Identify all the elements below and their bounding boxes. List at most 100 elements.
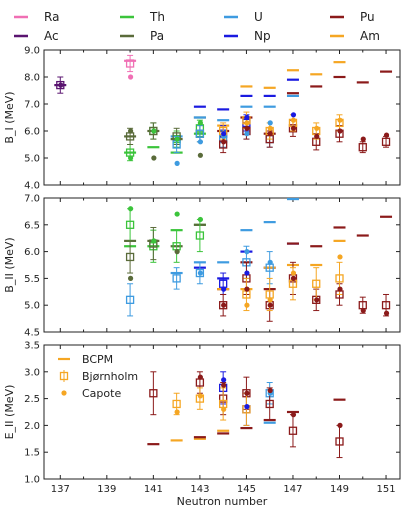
panel-barrier-outer: 4.5 5.0 5.5 6.0 6.5 7.0 B_II (MeV) (3, 194, 401, 339)
legend-label-u: U (254, 10, 263, 24)
capote-mark (151, 238, 157, 244)
capote-mark (267, 302, 273, 308)
element-legend: Ra Th U Pu Ac Pa Np Am (14, 10, 380, 43)
capote-mark (337, 254, 343, 260)
capote-mark (244, 114, 250, 121)
y-tick-label: 5.0 (24, 154, 40, 165)
method-legend-label: Bjørnholm (82, 370, 138, 383)
method-legend-circle-swatch (61, 390, 67, 396)
x-tick-label: 149 (330, 484, 349, 495)
y-tick-label: 6.0 (24, 247, 40, 258)
panel-isomer-energy: 1.0 1.5 2.0 2.5 3.0 3.5 E_II (MeV) BCPM Bjørnhol… (3, 341, 401, 486)
y-tick-label: 9.0 (24, 46, 40, 57)
y-tick-label: 4.0 (24, 181, 40, 192)
capote-mark (337, 422, 343, 428)
bjornholm-mark (219, 301, 228, 310)
bjornholm-mark (125, 59, 135, 68)
bjornholm-mark (195, 231, 205, 240)
capote-mark (337, 117, 343, 123)
legend-label-ra: Ra (44, 10, 59, 24)
capote-mark (290, 117, 297, 123)
capote-mark (360, 307, 366, 314)
capote-mark (244, 125, 250, 131)
y-tick-label: 6.0 (24, 127, 40, 138)
bjornholm-mark (381, 301, 391, 310)
legend-label-pa: Pa (150, 29, 164, 43)
bjornholm-mark (335, 274, 344, 283)
capote-mark (337, 128, 343, 134)
capote-mark (244, 404, 250, 410)
capote-mark (151, 155, 157, 161)
capote-mark (151, 128, 157, 134)
y-tick-label: 7.0 (24, 100, 40, 111)
capote-mark (127, 155, 134, 161)
capote-mark (197, 270, 203, 276)
x-tick-label: 151 (376, 484, 395, 495)
capote-mark (174, 249, 180, 255)
bjornholm-mark (381, 137, 391, 146)
y-tick-label: 3.0 (24, 367, 40, 378)
capote-mark (197, 393, 203, 399)
y-tick-label: 1.0 (24, 475, 40, 486)
legend-label-th: Th (149, 10, 165, 24)
legend-label-am: Am (360, 29, 380, 43)
capote-mark (360, 136, 366, 142)
y-tick-label: 7.0 (24, 194, 40, 205)
capote-mark (174, 211, 180, 217)
x-tick-label: 139 (97, 484, 116, 495)
legend-label-pu: Pu (360, 10, 375, 24)
capote-mark (244, 390, 250, 396)
capote-mark (290, 412, 297, 418)
plot-frame (43, 49, 401, 186)
capote-mark (221, 286, 227, 292)
x-tick-label: 145 (237, 484, 256, 495)
y-tick-label: 4.5 (24, 328, 40, 339)
capote-mark (290, 125, 297, 131)
capote-mark (221, 131, 227, 137)
capote-mark (267, 387, 273, 394)
capote-mark (267, 131, 273, 137)
capote-mark (58, 82, 64, 88)
capote-mark (127, 275, 134, 281)
capote-mark (314, 133, 320, 139)
capote-mark (127, 128, 134, 134)
capote-mark (267, 125, 273, 131)
capote-mark (244, 286, 250, 292)
x-axis-label: Neutron number (177, 495, 268, 508)
legend-label-np: Np (254, 29, 271, 43)
bjornholm-mark (335, 437, 344, 446)
capote-mark (244, 131, 250, 137)
bjornholm-mark (172, 399, 181, 409)
y-tick-label: 1.5 (24, 448, 40, 459)
panel-barrier-inner: 4.0 5.0 6.0 7.0 8.0 9.0 B_I (MeV) (3, 46, 401, 192)
bjornholm-mark (195, 268, 205, 278)
y-axis-label: E_II (MeV) (3, 385, 16, 440)
y-tick-label: 5.0 (24, 301, 40, 312)
capote-mark (197, 216, 203, 223)
bjornholm-mark (149, 389, 158, 398)
x-tick-label: 143 (190, 484, 209, 495)
y-tick-label: 8.0 (24, 73, 40, 84)
bjornholm-mark (149, 126, 158, 136)
capote-mark (290, 270, 297, 276)
capote-mark (197, 139, 203, 145)
bjornholm-mark (125, 220, 135, 229)
capote-mark (267, 259, 273, 265)
x-tick-label: 137 (51, 484, 70, 495)
y-tick-label: 5.5 (24, 274, 40, 285)
capote-mark (197, 374, 203, 380)
bjornholm-mark (125, 252, 135, 262)
method-legend-square-swatch (59, 371, 69, 381)
capote-mark (337, 286, 343, 292)
plot-frame (43, 344, 401, 480)
capote-mark (314, 125, 320, 131)
x-tick-label: 141 (144, 484, 163, 495)
capote-mark (267, 297, 273, 303)
capote-mark (244, 302, 250, 308)
y-tick-label: 2.0 (24, 421, 40, 432)
capote-mark (127, 206, 134, 212)
bjornholm-mark (312, 279, 321, 288)
capote-mark (244, 249, 250, 255)
legend-label-ac: Ac (44, 29, 59, 43)
